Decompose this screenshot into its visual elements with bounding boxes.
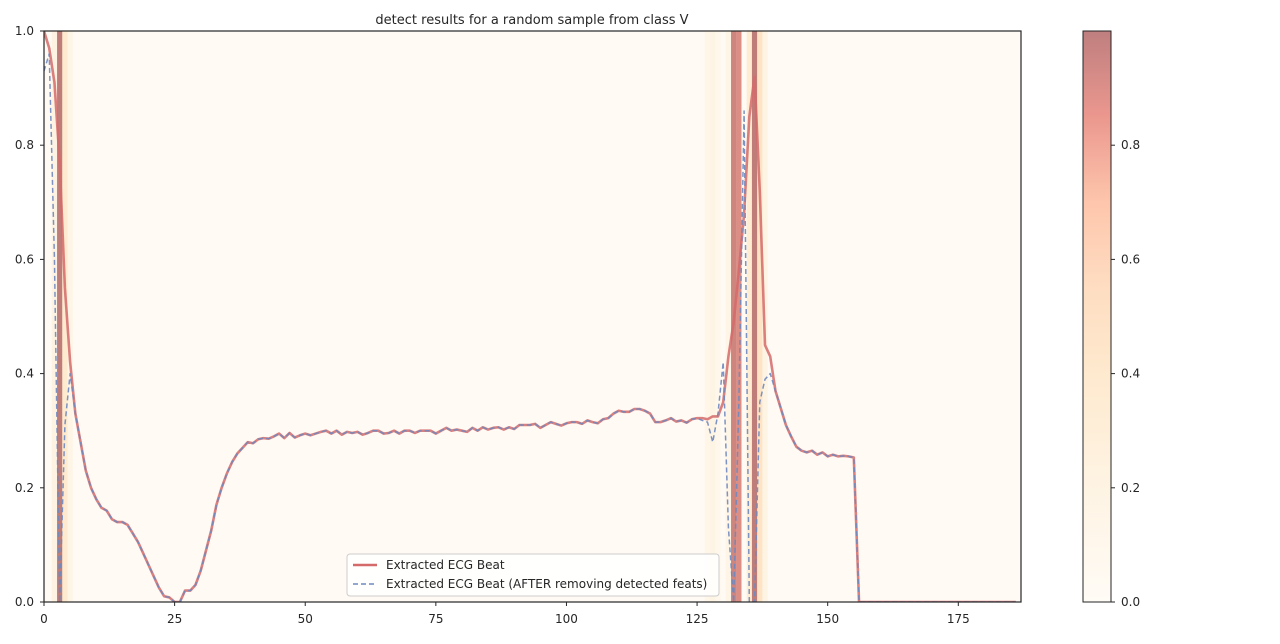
heatmap-band-7 xyxy=(725,31,732,602)
y-tick-label: 0.0 xyxy=(15,595,34,609)
colorbar: 0.0 0.2 0.4 0.6 0.8 xyxy=(1082,30,1140,609)
colorbar-frame xyxy=(1082,30,1112,603)
x-tick-label: 125 xyxy=(686,612,709,626)
legend-label-series-1: Extracted ECG Beat (AFTER removing detec… xyxy=(386,577,707,591)
colorbar-tick-label: 0.0 xyxy=(1121,595,1140,609)
x-tick-label: 150 xyxy=(816,612,839,626)
y-tick-label: 0.6 xyxy=(15,252,34,266)
heatmap-background xyxy=(44,31,1021,602)
heatmap-band-0 xyxy=(51,31,58,602)
legend: Extracted ECG Beat Extracted ECG Beat (A… xyxy=(346,553,720,597)
colorbar-gradient xyxy=(1083,31,1111,602)
colorbar-tick-label: 0.6 xyxy=(1121,252,1140,266)
heatmap-band-6 xyxy=(715,31,721,602)
heatmap-band-2 xyxy=(62,31,68,602)
heatmap-band-4 xyxy=(704,31,711,602)
heatmap-band-10 xyxy=(746,31,752,602)
y-axis: 0.0 0.2 0.4 0.6 0.8 1.0 xyxy=(15,24,44,609)
colorbar-tick-label: 0.8 xyxy=(1121,138,1140,152)
x-tick-label: 75 xyxy=(428,612,443,626)
x-tick-label: 100 xyxy=(555,612,578,626)
x-axis: 0 25 50 75 100 125 150 175 xyxy=(40,602,970,626)
x-tick-label: 0 xyxy=(40,612,48,626)
heatmap-band-9 xyxy=(736,31,742,602)
colorbar-tick-label: 0.4 xyxy=(1121,367,1140,381)
plot-frame xyxy=(43,30,1022,603)
heatmap-band-3 xyxy=(67,31,73,602)
legend-label-series-0: Extracted ECG Beat xyxy=(386,558,505,572)
legend-box xyxy=(346,553,720,597)
heatmap-band-1 xyxy=(57,31,63,602)
y-tick-label: 1.0 xyxy=(15,24,34,38)
colorbar-ticks: 0.0 0.2 0.4 0.6 0.8 xyxy=(1111,138,1140,609)
heatmap-band-5 xyxy=(710,31,716,602)
colorbar-tick-label: 0.2 xyxy=(1121,481,1140,495)
chart-title: detect results for a random sample from … xyxy=(375,13,688,28)
y-tick-label: 0.4 xyxy=(15,367,34,381)
x-tick-label: 175 xyxy=(947,612,970,626)
heatmap-band-11 xyxy=(751,31,758,602)
series-line-0 xyxy=(44,31,1016,602)
heatmap-base xyxy=(44,31,1021,602)
y-tick-label: 0.2 xyxy=(15,481,34,495)
x-tick-label: 25 xyxy=(167,612,182,626)
y-tick-label: 0.8 xyxy=(15,138,34,152)
series-layer xyxy=(44,31,1016,602)
x-tick-label: 50 xyxy=(298,612,313,626)
heatmap-band-12 xyxy=(757,31,763,602)
